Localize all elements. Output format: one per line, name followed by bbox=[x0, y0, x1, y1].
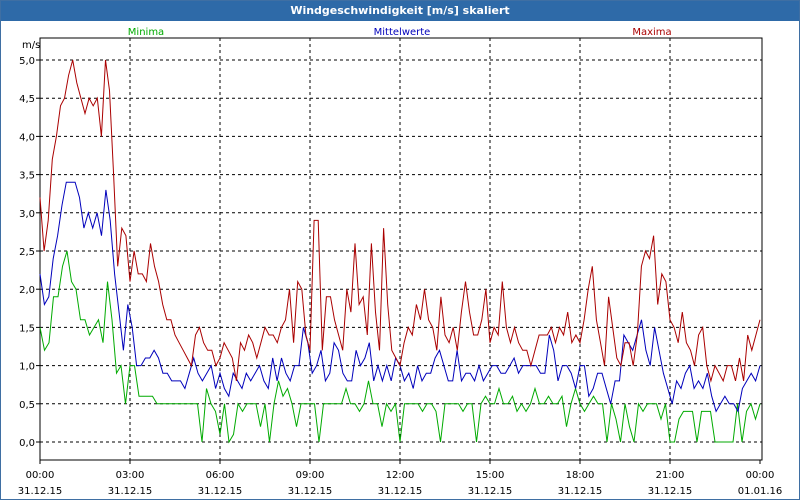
y-tick-label: 4,0 bbox=[19, 132, 35, 143]
x-tick-date: 31.12.15 bbox=[558, 486, 603, 497]
y-tick-label: 3,5 bbox=[19, 171, 35, 182]
x-axis: 00:00 31.12.15 03:00 31.12.15 06:00 31.12.15 0… bbox=[18, 460, 783, 497]
x-tick-date: 31.12.15 bbox=[108, 486, 153, 497]
x-tick-date: 31.12.15 bbox=[18, 486, 63, 497]
grid bbox=[40, 38, 762, 460]
plot-frame bbox=[39, 37, 763, 461]
x-tick-time: 09:00 bbox=[296, 470, 325, 481]
y-tick-label: 3,0 bbox=[19, 209, 35, 220]
legend-maxima: Maxima bbox=[632, 27, 671, 38]
x-tick-date: 31.12.15 bbox=[468, 486, 513, 497]
y-tick-label: 0,5 bbox=[19, 400, 35, 411]
x-tick-time: 21:00 bbox=[656, 470, 685, 481]
x-tick-date: 31.12.15 bbox=[378, 486, 423, 497]
x-tick-time: 00:00 bbox=[746, 470, 775, 481]
y-axis-label: m/s bbox=[22, 40, 40, 51]
series-line-maxima bbox=[39, 59, 761, 383]
y-tick-label: 1,5 bbox=[19, 323, 35, 334]
x-tick-time: 03:00 bbox=[116, 470, 145, 481]
chart-title: Windgeschwindigkeit [m/s] skaliert bbox=[1, 1, 799, 21]
legend-mittelwerte: Mittelwerte bbox=[374, 27, 431, 38]
x-tick-time: 12:00 bbox=[386, 470, 415, 481]
y-tick-label: 5,0 bbox=[19, 56, 35, 67]
legend-minima: Minima bbox=[128, 27, 164, 38]
x-tick-time: 18:00 bbox=[566, 470, 595, 481]
y-axis: 5,0 4,5 4,0 3,5 3,0 2,5 2,0 1,5 1,0 0,5 0,0 bbox=[19, 56, 40, 449]
series-group bbox=[39, 59, 761, 444]
x-tick-date: 31.12.15 bbox=[648, 486, 693, 497]
x-tick-time: 06:00 bbox=[206, 470, 235, 481]
series-line-minima bbox=[39, 250, 761, 444]
x-tick-date: 01.01.16 bbox=[738, 486, 783, 497]
x-tick-date: 31.12.15 bbox=[198, 486, 243, 497]
x-tick-date: 31.12.15 bbox=[288, 486, 333, 497]
y-tick-label: 2,5 bbox=[19, 247, 35, 258]
y-tick-label: 4,5 bbox=[19, 94, 35, 105]
y-tick-label: 0,0 bbox=[19, 438, 35, 449]
y-tick-label: 1,0 bbox=[19, 362, 35, 373]
x-tick-time: 15:00 bbox=[476, 470, 505, 481]
x-tick-time: 00:00 bbox=[26, 470, 55, 481]
y-tick-label: 2,0 bbox=[19, 285, 35, 296]
